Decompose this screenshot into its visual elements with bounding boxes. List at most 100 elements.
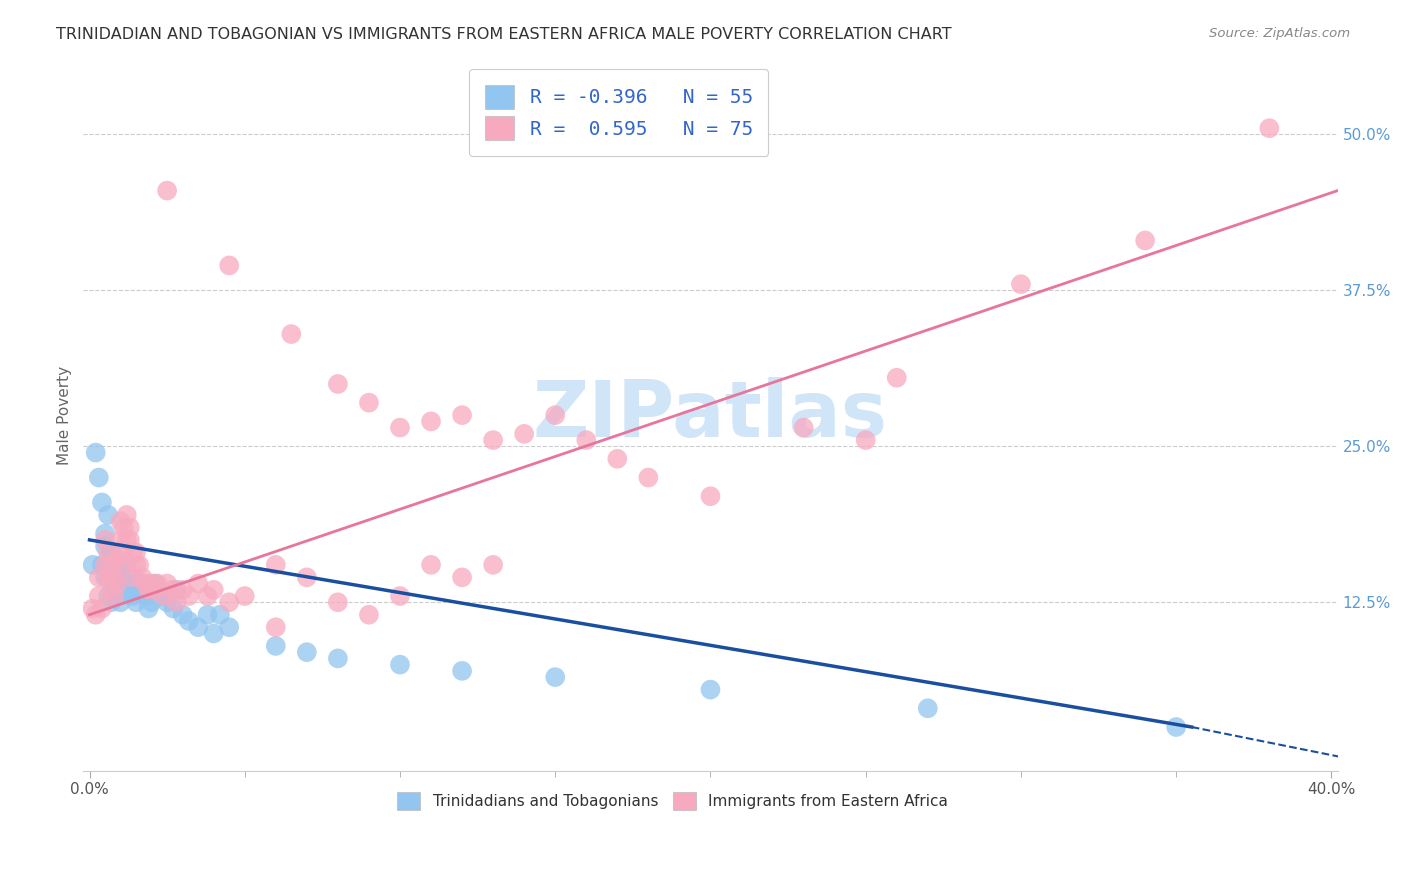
Point xyxy=(451,570,474,584)
Point xyxy=(82,558,104,572)
Point xyxy=(1010,277,1032,292)
Point xyxy=(97,508,120,522)
Point xyxy=(156,184,179,198)
Point xyxy=(1258,121,1281,136)
Point xyxy=(125,545,148,559)
Point xyxy=(100,558,122,572)
Point xyxy=(110,533,132,547)
Point xyxy=(122,570,145,584)
Point xyxy=(637,470,659,484)
Point xyxy=(146,582,169,597)
Point xyxy=(112,545,135,559)
Point xyxy=(264,639,287,653)
Point xyxy=(187,576,209,591)
Point xyxy=(115,576,138,591)
Point xyxy=(103,589,125,603)
Point xyxy=(134,576,156,591)
Point xyxy=(125,595,148,609)
Point xyxy=(97,570,120,584)
Legend: Trinidadians and Tobagonians, Immigrants from Eastern Africa: Trinidadians and Tobagonians, Immigrants… xyxy=(391,786,955,816)
Point xyxy=(326,595,349,609)
Point xyxy=(141,595,163,609)
Point xyxy=(122,545,145,559)
Point xyxy=(264,558,287,572)
Point xyxy=(197,589,219,603)
Point xyxy=(97,545,120,559)
Point xyxy=(699,489,721,503)
Point xyxy=(125,558,148,572)
Text: Source: ZipAtlas.com: Source: ZipAtlas.com xyxy=(1209,27,1350,40)
Point xyxy=(187,620,209,634)
Point xyxy=(197,607,219,622)
Point xyxy=(107,576,129,591)
Point xyxy=(177,614,200,628)
Point xyxy=(134,589,156,603)
Point xyxy=(172,607,194,622)
Point xyxy=(162,582,184,597)
Text: ZIPatlas: ZIPatlas xyxy=(533,377,889,453)
Point xyxy=(544,408,567,422)
Point xyxy=(128,582,150,597)
Point xyxy=(326,376,349,391)
Point xyxy=(218,259,240,273)
Point xyxy=(118,520,141,534)
Point xyxy=(118,582,141,597)
Point xyxy=(218,595,240,609)
Point xyxy=(112,520,135,534)
Point xyxy=(357,607,380,622)
Point xyxy=(87,470,110,484)
Point xyxy=(115,508,138,522)
Point xyxy=(115,533,138,547)
Point xyxy=(1166,720,1188,734)
Point xyxy=(138,601,160,615)
Point xyxy=(84,445,107,459)
Point xyxy=(280,327,302,342)
Point xyxy=(208,607,231,622)
Point xyxy=(110,514,132,528)
Point xyxy=(122,589,145,603)
Point xyxy=(295,645,318,659)
Point xyxy=(165,582,187,597)
Point xyxy=(482,433,505,447)
Point xyxy=(100,558,122,572)
Point xyxy=(172,582,194,597)
Point xyxy=(112,576,135,591)
Point xyxy=(110,570,132,584)
Point xyxy=(295,570,318,584)
Point xyxy=(156,595,179,609)
Point xyxy=(97,589,120,603)
Point xyxy=(84,607,107,622)
Point xyxy=(156,576,179,591)
Point xyxy=(153,589,176,603)
Point xyxy=(153,589,176,603)
Point xyxy=(388,420,411,434)
Point xyxy=(125,576,148,591)
Point xyxy=(177,589,200,603)
Point xyxy=(107,582,129,597)
Point xyxy=(451,664,474,678)
Point xyxy=(388,657,411,672)
Point xyxy=(90,601,112,615)
Point xyxy=(233,589,256,603)
Point xyxy=(917,701,939,715)
Point xyxy=(131,570,153,584)
Point xyxy=(855,433,877,447)
Point xyxy=(138,582,160,597)
Point xyxy=(103,576,125,591)
Point xyxy=(326,651,349,665)
Point xyxy=(94,570,117,584)
Point xyxy=(110,595,132,609)
Point xyxy=(357,395,380,409)
Point xyxy=(87,570,110,584)
Point xyxy=(103,570,125,584)
Point xyxy=(103,570,125,584)
Point xyxy=(118,576,141,591)
Point xyxy=(141,576,163,591)
Point xyxy=(128,558,150,572)
Point xyxy=(575,433,598,447)
Point xyxy=(513,426,536,441)
Point xyxy=(100,582,122,597)
Point xyxy=(94,539,117,553)
Point xyxy=(107,589,129,603)
Point xyxy=(143,582,166,597)
